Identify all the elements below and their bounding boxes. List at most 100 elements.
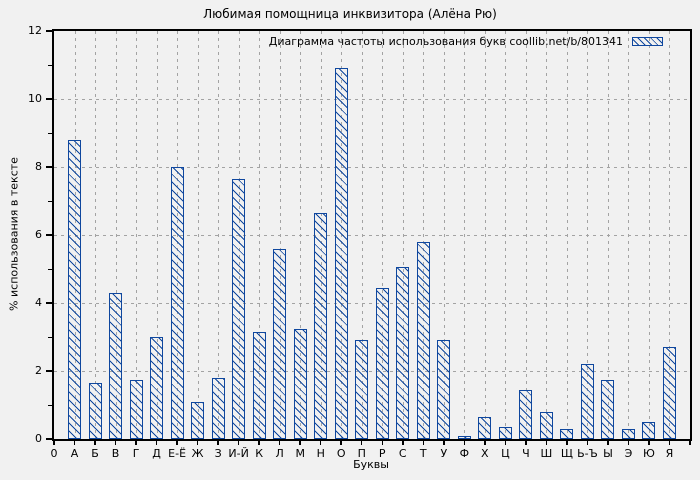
v-gridline-21 <box>484 31 486 439</box>
bar-Г <box>129 379 143 439</box>
x-tick-label-С: С <box>398 447 407 460</box>
bar-З <box>211 377 225 439</box>
x-tick-label-К: К <box>255 447 264 460</box>
x-tick-label-Б: Б <box>91 447 99 460</box>
bar-Ч <box>519 389 533 439</box>
v-gridline-10 <box>259 31 261 439</box>
v-gridline-19 <box>443 31 445 439</box>
y-tick-8 <box>46 166 53 168</box>
bar-Ы <box>601 379 615 439</box>
x-tick-label-Ч: Ч <box>522 447 530 460</box>
x-tick-Х <box>484 441 486 445</box>
y-minor-tick-9 <box>48 132 53 134</box>
x-tick-Н <box>319 441 322 445</box>
x-tick-label-В: В <box>111 447 120 460</box>
y-tick-label-10: 10 <box>28 92 42 105</box>
bar-Ж <box>191 401 205 439</box>
v-gridline-7 <box>197 31 199 439</box>
v-gridline-18 <box>423 31 425 439</box>
x-tick-У <box>443 441 445 445</box>
x-tick-М <box>299 441 301 445</box>
x-tick-Б <box>94 441 96 445</box>
x-tick-label-Ь-Ъ: Ь-Ъ <box>577 447 598 460</box>
y-tick-12 <box>46 30 53 32</box>
bar-М <box>293 328 307 439</box>
bar-А <box>68 139 82 439</box>
bar-П <box>355 340 369 439</box>
v-gridline-2 <box>95 31 97 439</box>
v-gridline-15 <box>361 31 363 439</box>
v-gridline-27 <box>607 31 609 439</box>
bar-Ц <box>498 427 512 439</box>
y-minor-tick-11 <box>48 64 53 66</box>
legend-label: Диаграмма частоты использования букв coo… <box>268 35 623 48</box>
x-tick-label-Р: Р <box>378 447 386 460</box>
bar-С <box>396 267 410 439</box>
x-tick-label-Ж: Ж <box>191 447 204 460</box>
y-tick-4 <box>46 302 53 304</box>
x-tick-Ы <box>607 441 609 445</box>
v-gridline-22 <box>505 31 507 439</box>
bar-О <box>334 68 348 439</box>
x-tick-С <box>402 441 404 445</box>
x-tick-label-Щ: Щ <box>560 447 573 460</box>
y-tick-6 <box>46 234 53 236</box>
x-tick-label-Д: Д <box>152 447 161 460</box>
v-gridline-23 <box>525 31 527 439</box>
bar-Н <box>314 212 328 439</box>
bar-К <box>252 331 266 439</box>
plot-area: Диаграмма частоты использования букв coo… <box>52 29 692 441</box>
x-tick-label-Ы: Ы <box>603 447 613 460</box>
x-tick-0 <box>53 441 55 445</box>
v-gridline-17 <box>402 31 404 439</box>
x-tick-Д <box>155 441 158 445</box>
legend: Диаграмма частоты использования букв coo… <box>269 35 663 48</box>
h-gridline-8 <box>54 167 690 168</box>
bar-Ь-Ъ <box>580 364 594 439</box>
v-gridline-24 <box>546 31 548 439</box>
x-tick-Ш <box>545 441 548 445</box>
x-tick-О <box>340 441 342 445</box>
x-tick-А <box>73 441 76 445</box>
h-gridline-6 <box>54 235 690 236</box>
x-tick-Ж <box>196 441 199 445</box>
y-tick-label-0: 0 <box>35 432 42 445</box>
x-tick-label-Ш: Ш <box>540 447 553 460</box>
bar-Л <box>273 248 287 439</box>
v-gridline-3 <box>115 31 117 439</box>
bar-Х <box>478 416 492 439</box>
legend-swatch-hatched <box>632 37 663 46</box>
x-tick-label-Л: Л <box>275 447 284 460</box>
y-minor-tick-7 <box>48 200 53 202</box>
v-gridline-30 <box>669 31 671 439</box>
y-tick-label-2: 2 <box>35 364 42 377</box>
bar-Д <box>150 337 164 439</box>
bar-Ю <box>642 422 656 439</box>
v-gridline-8 <box>218 31 220 439</box>
bar-Т <box>416 241 430 439</box>
x-tick-label-Э: Э <box>624 447 633 460</box>
chart-title: Любимая помощница инквизитора (Алёна Рю) <box>203 7 497 21</box>
y-tick-label-8: 8 <box>35 160 42 173</box>
x-tick-П <box>360 441 363 445</box>
x-tick-label-Х: Х <box>481 447 489 460</box>
x-tick-Ч <box>525 441 527 445</box>
y-tick-label-6: 6 <box>35 228 42 241</box>
bar-Ф <box>457 435 471 439</box>
v-gridline-11 <box>279 31 281 439</box>
y-tick-2 <box>46 370 53 372</box>
x-axis-label: Буквы <box>353 458 389 471</box>
x-tick-31 <box>689 441 691 445</box>
x-tick-label-М: М <box>295 447 305 460</box>
v-gridline-28 <box>628 31 630 439</box>
x-tick-label-П: П <box>357 447 366 460</box>
x-tick-Л <box>278 441 281 445</box>
x-tick-Э <box>627 441 630 445</box>
v-gridline-4 <box>136 31 138 439</box>
x-tick-label-О: О <box>336 447 346 460</box>
y-minor-tick-5 <box>48 268 53 270</box>
y-minor-tick-1 <box>48 404 53 406</box>
y-tick-label-4: 4 <box>35 296 42 309</box>
x-tick-Ф <box>463 441 466 445</box>
